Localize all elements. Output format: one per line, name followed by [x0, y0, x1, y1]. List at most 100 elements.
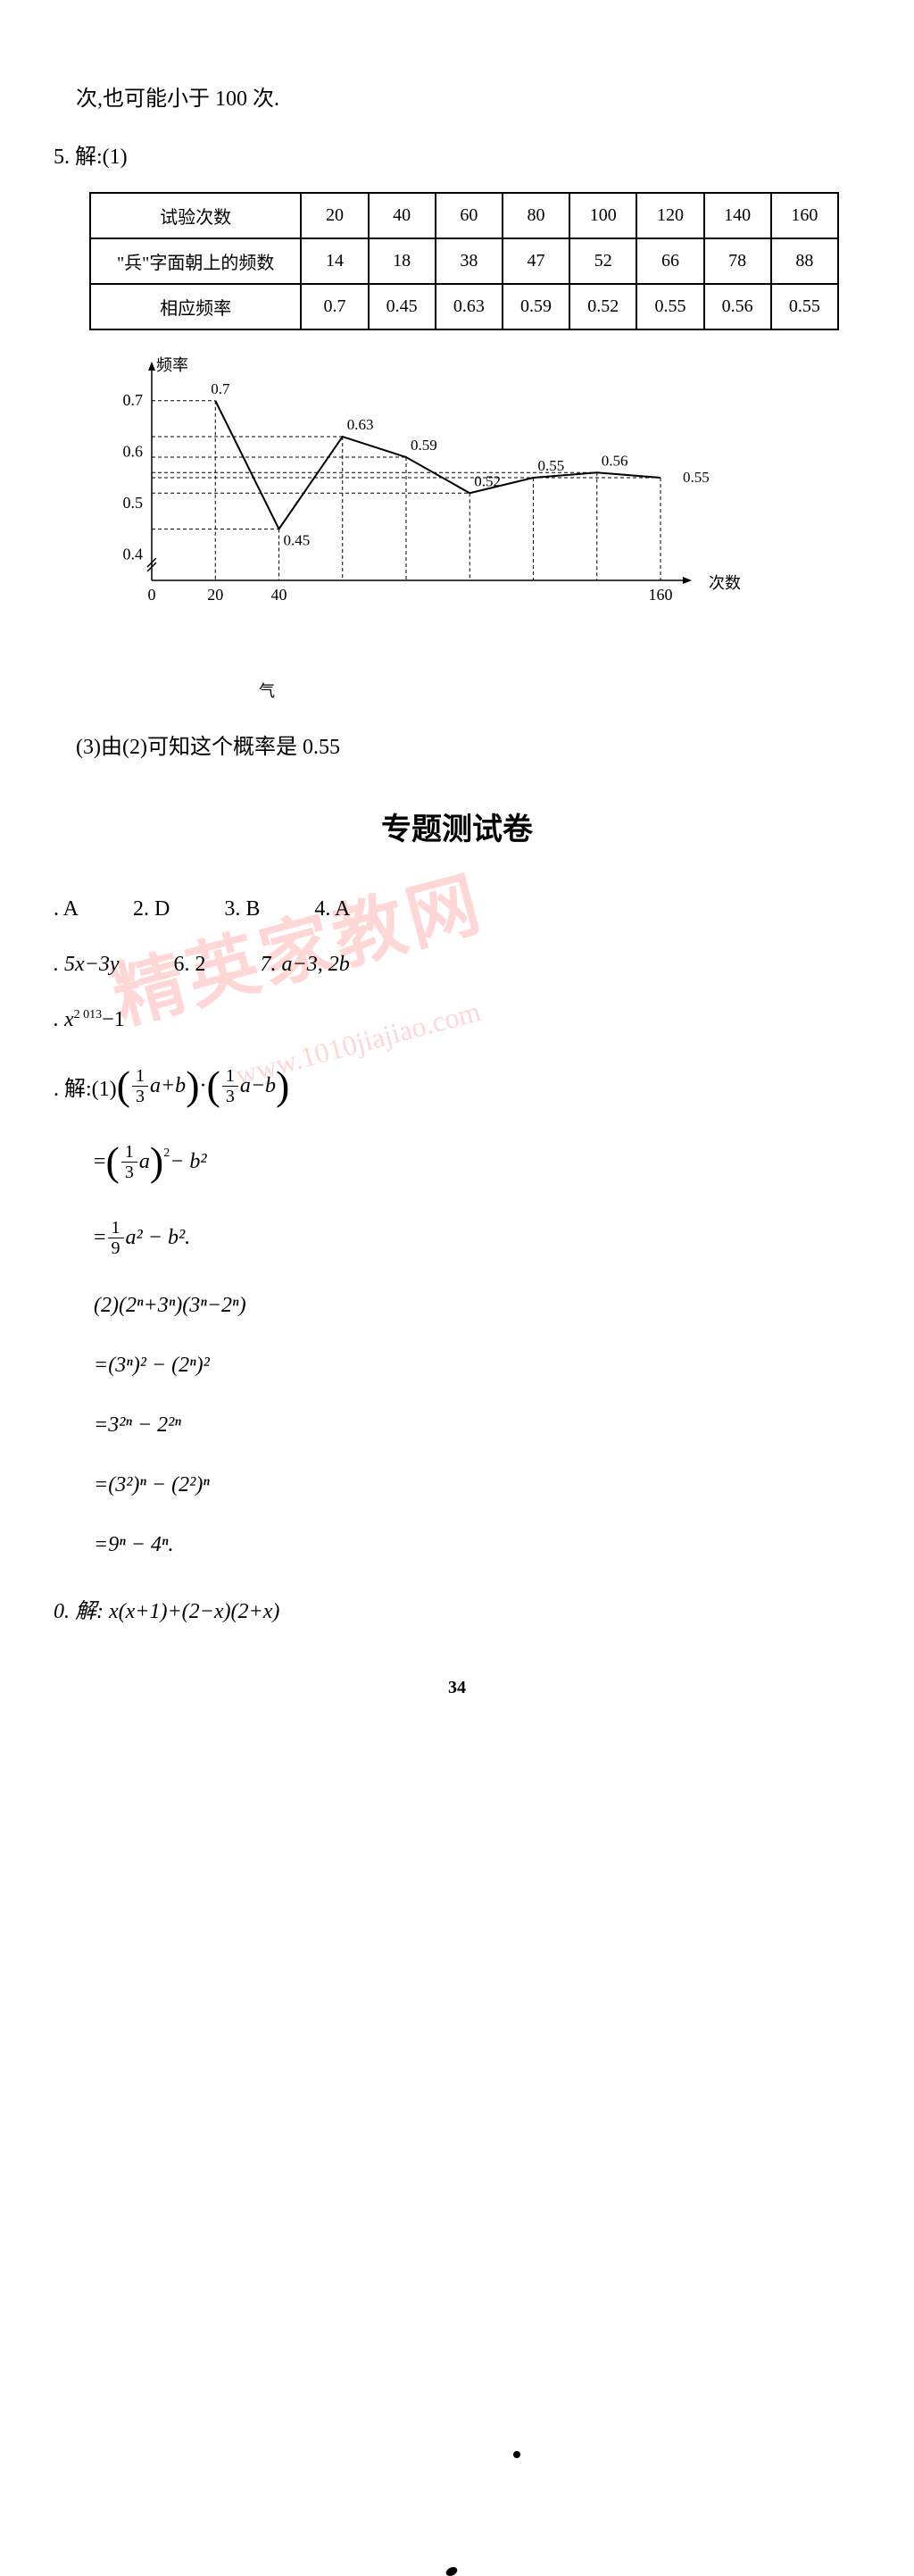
- paren-icon: ): [276, 1070, 289, 1103]
- table-cell: 66: [636, 238, 703, 284]
- context-text: 次,也可能小于 100 次.: [36, 80, 878, 112]
- data-table-container: 试验次数 20 40 60 80 100 120 140 160 "兵"字面朝上…: [36, 192, 878, 330]
- svg-text:160: 160: [649, 586, 673, 604]
- a8-base: . x: [54, 1008, 74, 1031]
- paren-icon: (: [117, 1070, 130, 1103]
- svg-text:0.5: 0.5: [123, 494, 144, 512]
- table-cell: 80: [503, 193, 569, 238]
- paren-icon: (: [106, 1146, 120, 1179]
- term: a² − b².: [126, 1226, 191, 1250]
- table-cell: 47: [503, 238, 569, 284]
- solution-9-1: . 解:(1) ( 1 3 a+b ) · ( 1 3 a−b ): [36, 1066, 878, 1106]
- table-cell: 20: [301, 193, 368, 238]
- svg-text:0.7: 0.7: [123, 391, 144, 409]
- table-cell: 140: [704, 193, 771, 238]
- table-cell: 0.59: [503, 284, 569, 329]
- table-cell: 0.56: [704, 284, 771, 329]
- table-cell: 0.52: [569, 284, 636, 329]
- answer-5: . 5x−3y: [54, 953, 120, 976]
- svg-text:0.4: 0.4: [123, 545, 144, 563]
- answer-3: 3. B: [224, 897, 260, 921]
- frequency-table: 试验次数 20 40 60 80 100 120 140 160 "兵"字面朝上…: [89, 192, 839, 330]
- mc-answers: . A 2. D 3. B 4. A: [36, 897, 878, 921]
- fraction: 1 3: [132, 1066, 148, 1106]
- term: a: [139, 1150, 150, 1174]
- equation-6: =9ⁿ − 4ⁿ.: [36, 1533, 878, 1557]
- row-label: 相应频率: [90, 284, 301, 329]
- svg-text:0.63: 0.63: [347, 416, 374, 433]
- table-row: 试验次数 20 40 60 80 100 120 140 160: [90, 193, 838, 238]
- equation-5: =(3²)ⁿ − (2²)ⁿ: [36, 1473, 878, 1497]
- sol9-prefix: . 解:(1): [54, 1071, 117, 1102]
- ink-dot-icon: [513, 2451, 520, 2458]
- paren-icon: ): [150, 1146, 163, 1179]
- svg-text:0.52: 0.52: [474, 472, 501, 489]
- table-cell: 160: [771, 193, 838, 238]
- header-label: 试验次数: [90, 193, 301, 238]
- table-cell: 40: [369, 193, 436, 238]
- answer-8: . x2 013−1: [36, 1008, 878, 1032]
- paren-icon: (: [207, 1070, 220, 1103]
- fill-answers: . 5x−3y 6. 2 7. a−3, 2b: [36, 953, 878, 977]
- term: a−b: [240, 1074, 276, 1098]
- table-cell: 120: [636, 193, 703, 238]
- paren-icon: ): [186, 1070, 199, 1103]
- frequency-chart: 频率 次数 0.40.50.60.7020401600.70.450.630.5…: [89, 357, 714, 634]
- solution-9-2: (2)(2ⁿ+3ⁿ)(3ⁿ−2ⁿ): [36, 1294, 878, 1318]
- page-number: 34: [36, 1678, 878, 1698]
- table-row: "兵"字面朝上的频数 14 18 38 47 52 66 78 88: [90, 238, 838, 284]
- fraction: 1 3: [121, 1142, 137, 1182]
- svg-text:20: 20: [207, 586, 223, 604]
- svg-text:40: 40: [271, 586, 287, 604]
- section-title: 专题测试卷: [36, 804, 878, 848]
- table-cell: 0.55: [771, 284, 838, 329]
- svg-text:0.55: 0.55: [683, 469, 710, 486]
- table-cell: 78: [704, 238, 771, 284]
- svg-text:0.6: 0.6: [123, 442, 144, 460]
- table-cell: 18: [369, 238, 436, 284]
- table-cell: 0.7: [301, 284, 368, 329]
- a8-exp: 2 013: [74, 1008, 103, 1021]
- svg-text:0.7: 0.7: [211, 380, 230, 397]
- problem-5-label: 5. 解:(1): [36, 138, 878, 170]
- equals: =: [94, 1226, 106, 1250]
- table-cell: 0.45: [369, 284, 436, 329]
- table-cell: 100: [569, 193, 636, 238]
- svg-text:0.45: 0.45: [284, 532, 311, 549]
- stray-text: 气: [36, 679, 878, 702]
- answer-7: 7. a−3, 2b: [261, 953, 350, 976]
- denominator: 3: [132, 1087, 148, 1106]
- term: a+b: [150, 1074, 186, 1098]
- svg-text:0.56: 0.56: [602, 452, 628, 469]
- numerator: 1: [121, 1142, 137, 1163]
- chart-svg: 0.4 0.5 0.6 0.7 0 20 40 160 0.7 0.45 0.63 0.59 0.52 0…: [89, 357, 714, 634]
- equals: =: [94, 1150, 106, 1174]
- answer-2: 2. D: [133, 897, 170, 921]
- denominator: 3: [121, 1163, 137, 1182]
- svg-text:0: 0: [148, 586, 156, 604]
- denominator: 3: [222, 1087, 238, 1106]
- exponent: 2: [163, 1146, 170, 1161]
- equation-2: = 1 9 a² − b².: [36, 1218, 878, 1258]
- numerator: 1: [222, 1066, 238, 1087]
- table-cell: 0.63: [436, 284, 503, 329]
- dot-operator: ·: [200, 1074, 207, 1098]
- equation-3: =(3ⁿ)² − (2ⁿ)²: [36, 1354, 878, 1378]
- conclusion-text: (3)由(2)可知这个概率是 0.55: [36, 729, 878, 760]
- table-cell: 52: [569, 238, 636, 284]
- answer-4: 4. A: [314, 897, 350, 921]
- table-cell: 38: [436, 238, 503, 284]
- table-cell: 0.55: [636, 284, 703, 329]
- row-label: "兵"字面朝上的频数: [90, 238, 301, 284]
- svg-text:0.59: 0.59: [411, 437, 437, 454]
- a8-post: −1: [102, 1008, 125, 1031]
- numerator: 1: [132, 1066, 148, 1087]
- answer-6: 6. 2: [174, 953, 206, 976]
- svg-text:0.55: 0.55: [538, 457, 565, 474]
- solution-10: 0. 解: x(x+1)+(2−x)(2+x): [36, 1593, 878, 1624]
- equation-1: = ( 1 3 a ) 2 − b²: [36, 1142, 878, 1182]
- table-cell: 14: [301, 238, 368, 284]
- equation-4: =3²ⁿ − 2²ⁿ: [36, 1413, 878, 1438]
- fraction: 1 9: [108, 1218, 124, 1258]
- table-row: 相应频率 0.7 0.45 0.63 0.59 0.52 0.55 0.56 0…: [90, 284, 838, 329]
